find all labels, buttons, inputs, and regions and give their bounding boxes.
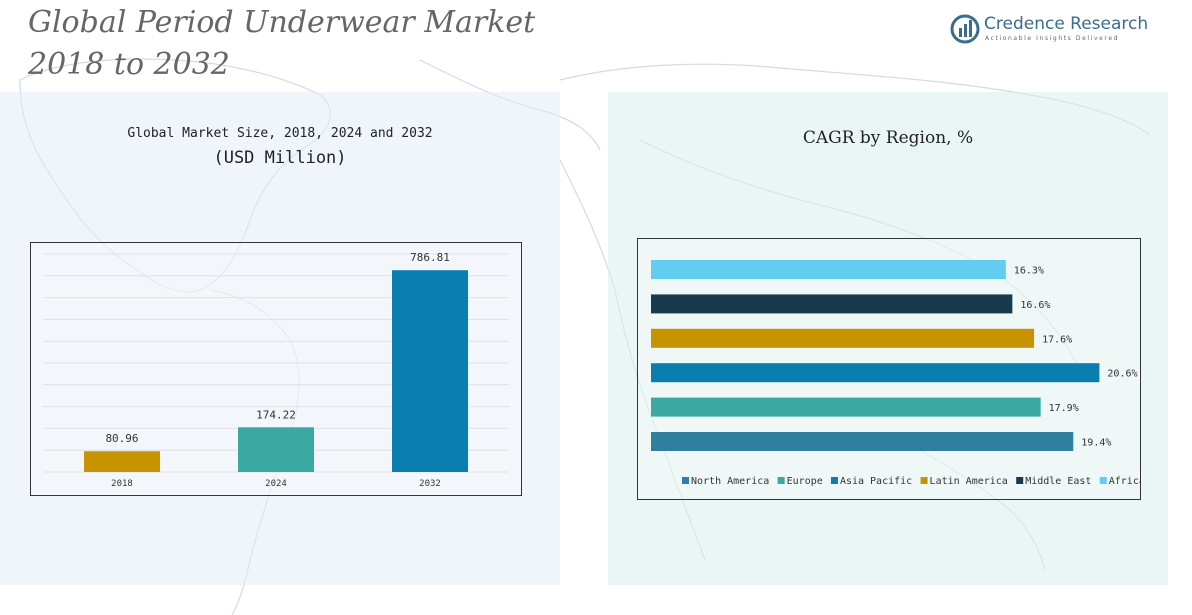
bar-africa — [651, 260, 1006, 279]
bar-2018 — [84, 451, 160, 472]
data-label-middle-east: 16.6% — [1020, 300, 1050, 311]
x-tick-2018: 2018 — [111, 479, 133, 489]
title-line-2: 2018 to 2032 — [28, 47, 230, 82]
legend-swatch-latin-america — [920, 477, 928, 484]
data-label-north-america: 19.4% — [1081, 438, 1111, 449]
logo-chart-icon — [950, 14, 980, 44]
legend-label-middle-east: Middle East — [1025, 476, 1091, 487]
legend-swatch-middle-east — [1016, 477, 1024, 484]
bar-latin-america — [651, 328, 1035, 348]
legend-swatch-north-america — [682, 477, 689, 484]
x-tick-2032: 2032 — [419, 479, 441, 489]
legend-swatch-africa — [1099, 477, 1107, 484]
legend-label-asia-pacific: Asia Pacific — [840, 476, 912, 487]
data-label-2032: 786.81 — [410, 251, 450, 264]
data-label-europe: 17.9% — [1049, 403, 1079, 414]
market-size-chart-frame: 80.96 2018 174.22 2024 786.81 2032 — [30, 242, 522, 496]
legend-swatch-asia-pacific — [830, 477, 838, 484]
cagr-horizontal-bar-chart: 19.4% 17.9% 20.6% 17.6% 16.6% 16.3% North Amer… — [651, 260, 1145, 487]
legend-label-latin-america: Latin America — [930, 476, 1008, 487]
data-label-2024: 174.22 — [256, 408, 296, 421]
bar-asia-pacific — [651, 363, 1100, 383]
data-label-2018: 80.96 — [105, 432, 138, 445]
data-label-asia-pacific: 20.6% — [1107, 369, 1137, 380]
cagr-title: CAGR by Region, % — [802, 128, 974, 148]
data-label-africa: 16.3% — [1014, 266, 1044, 277]
bar-europe — [651, 397, 1041, 417]
market-size-bar-chart: 80.96 2018 174.22 2024 786.81 2032 — [43, 251, 509, 489]
bar-middle-east — [651, 294, 1013, 314]
legend-label-africa: Africa — [1109, 476, 1140, 487]
page-title: Global Period Underwear Market 2018 to 2… — [28, 2, 535, 86]
cagr-chart-frame: 19.4% 17.9% 20.6% 17.6% 16.6% 16.3% North Amer… — [637, 238, 1145, 500]
data-label-latin-america: 17.6% — [1042, 334, 1072, 345]
bar-2032 — [392, 270, 468, 472]
legend: North America Europe Asia Pacific Latin Ame… — [682, 476, 1145, 487]
bar-north-america — [651, 432, 1074, 451]
credence-research-logo: Credence Research Actionable Insights De… — [950, 12, 1150, 48]
title-line-1: Global Period Underwear Market — [28, 5, 536, 40]
market-size-unit: (USD Million) — [213, 148, 347, 168]
market-size-title: Global Market Size, 2018, 2024 and 2032 — [127, 126, 433, 141]
bar-2024 — [238, 427, 314, 472]
legend-swatch-europe — [777, 477, 785, 484]
logo-name: Credence Research — [984, 14, 1149, 34]
x-tick-2024: 2024 — [265, 479, 287, 489]
logo-tagline: Actionable Insights Delivered — [985, 35, 1120, 42]
legend-label-europe: Europe — [787, 476, 823, 487]
legend-label-north-america: North America — [691, 476, 769, 487]
